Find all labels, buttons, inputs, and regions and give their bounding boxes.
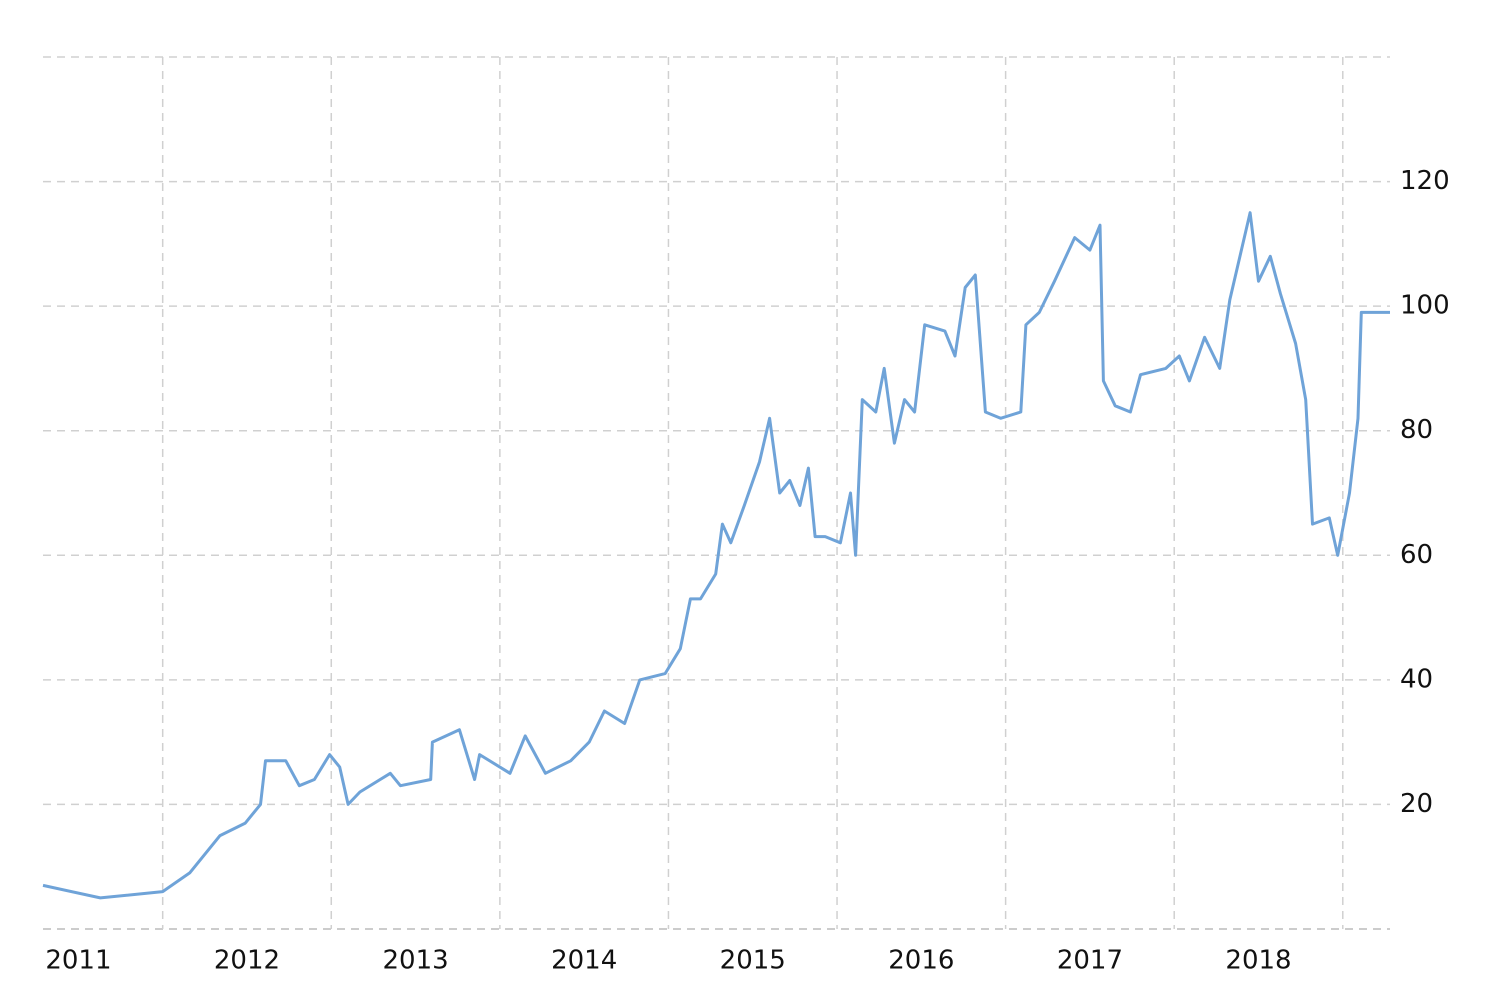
line-series <box>42 211 1390 900</box>
y-tick-label: 60 <box>1400 540 1433 570</box>
x-tick-label: 2016 <box>888 946 954 976</box>
y-tick-label: 100 <box>1400 291 1450 321</box>
y-tick-label: 120 <box>1400 166 1450 196</box>
x-tick-label: 2017 <box>1057 946 1123 976</box>
y-tick-label: 80 <box>1400 415 1433 445</box>
x-tick-label: 2018 <box>1225 946 1291 976</box>
y-tick-label: 40 <box>1400 664 1433 694</box>
x-tick-label: 2011 <box>45 946 111 976</box>
x-tick-label: 2015 <box>720 946 786 976</box>
x-tick-label: 2014 <box>551 946 617 976</box>
x-tick-label: 2012 <box>214 946 280 976</box>
x-tick-label: 2013 <box>382 946 448 976</box>
y-tick-label: 20 <box>1400 789 1433 819</box>
